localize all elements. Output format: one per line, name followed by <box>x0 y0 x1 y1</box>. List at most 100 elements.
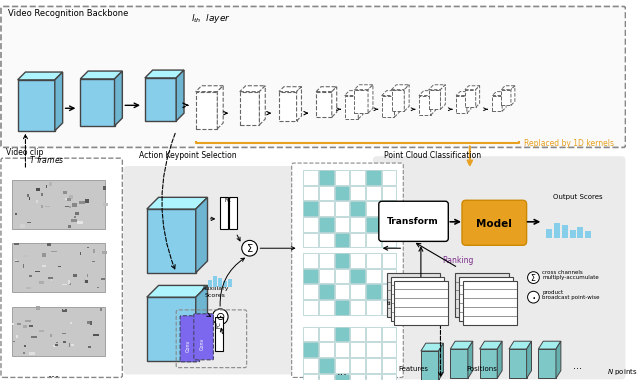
Text: $\cdot$: $\cdot$ <box>531 290 536 304</box>
Polygon shape <box>196 198 207 273</box>
Bar <box>351 253 365 268</box>
Bar <box>366 233 381 247</box>
Polygon shape <box>18 72 63 80</box>
Bar <box>335 170 349 184</box>
Bar <box>335 342 349 357</box>
Bar <box>351 300 365 315</box>
Text: Point Cloud Classification: Point Cloud Classification <box>384 151 481 160</box>
Bar <box>381 342 396 357</box>
Polygon shape <box>492 95 502 111</box>
Bar <box>366 269 381 283</box>
Bar <box>228 279 232 287</box>
Bar <box>335 186 349 200</box>
Bar <box>351 170 365 184</box>
Bar <box>319 285 334 299</box>
Text: product: product <box>542 290 563 295</box>
Bar <box>17 323 20 325</box>
Polygon shape <box>459 276 513 321</box>
Text: $\Sigma$: $\Sigma$ <box>246 242 253 254</box>
Text: FC: FC <box>225 198 232 203</box>
Bar <box>26 287 31 290</box>
Bar <box>366 342 381 357</box>
Bar <box>366 373 381 385</box>
Polygon shape <box>497 341 502 378</box>
Text: Replaced by 1D kernels: Replaced by 1D kernels <box>524 139 614 148</box>
Bar <box>50 335 52 337</box>
Bar <box>366 186 381 200</box>
Bar <box>303 358 318 373</box>
Bar <box>381 170 396 184</box>
Bar <box>87 247 90 248</box>
Bar <box>303 253 318 268</box>
Text: multiply-accumulate: multiply-accumulate <box>542 275 599 280</box>
Bar <box>69 206 71 208</box>
Bar <box>351 358 365 373</box>
Bar <box>335 253 349 268</box>
Circle shape <box>212 309 228 325</box>
Bar <box>319 186 334 200</box>
Polygon shape <box>279 92 296 121</box>
Bar <box>335 373 349 385</box>
Polygon shape <box>147 285 207 297</box>
Bar <box>100 308 102 311</box>
Bar <box>319 233 334 247</box>
Bar <box>562 225 568 238</box>
Bar <box>71 344 74 346</box>
Bar <box>38 281 44 285</box>
Text: FC: FC <box>217 321 221 328</box>
Polygon shape <box>115 71 122 126</box>
Bar <box>12 323 13 325</box>
Bar <box>303 217 318 232</box>
Polygon shape <box>355 85 373 90</box>
Bar <box>335 233 349 247</box>
Text: Positions: Positions <box>466 366 497 372</box>
Bar <box>303 201 318 216</box>
Polygon shape <box>390 276 444 321</box>
Polygon shape <box>456 92 471 95</box>
Text: cross channels: cross channels <box>542 270 583 275</box>
Bar <box>366 170 381 184</box>
Bar <box>63 309 65 310</box>
Bar <box>70 322 72 324</box>
Text: $\Sigma$: $\Sigma$ <box>531 272 536 283</box>
Polygon shape <box>501 86 515 90</box>
Bar <box>42 205 43 208</box>
Bar <box>62 284 67 285</box>
Polygon shape <box>55 72 63 131</box>
Bar <box>209 280 212 287</box>
Polygon shape <box>465 90 476 107</box>
Bar <box>381 285 396 299</box>
Bar <box>46 185 47 189</box>
Bar <box>351 233 365 247</box>
Polygon shape <box>429 90 440 109</box>
Bar <box>319 201 334 216</box>
Polygon shape <box>404 85 409 111</box>
Bar <box>29 196 30 200</box>
Polygon shape <box>147 209 196 273</box>
Text: Model: Model <box>476 219 512 229</box>
Bar <box>102 251 108 254</box>
Bar <box>351 342 365 357</box>
Text: time: time <box>387 301 401 306</box>
Bar <box>101 278 105 280</box>
Polygon shape <box>476 86 479 107</box>
Bar <box>71 219 77 222</box>
Bar <box>319 373 334 385</box>
Polygon shape <box>479 341 502 349</box>
Bar <box>87 275 88 277</box>
Bar <box>335 326 349 341</box>
Bar <box>351 373 365 385</box>
Bar <box>79 253 81 254</box>
Bar <box>93 249 95 253</box>
Polygon shape <box>509 341 531 349</box>
Bar <box>366 201 381 216</box>
Polygon shape <box>556 341 561 378</box>
Bar <box>351 217 365 232</box>
Polygon shape <box>538 349 556 378</box>
Text: $T$ frames: $T$ frames <box>29 154 65 165</box>
Polygon shape <box>479 349 497 378</box>
Bar <box>36 200 38 203</box>
Bar <box>93 334 99 336</box>
Polygon shape <box>196 86 223 92</box>
Circle shape <box>242 240 257 256</box>
